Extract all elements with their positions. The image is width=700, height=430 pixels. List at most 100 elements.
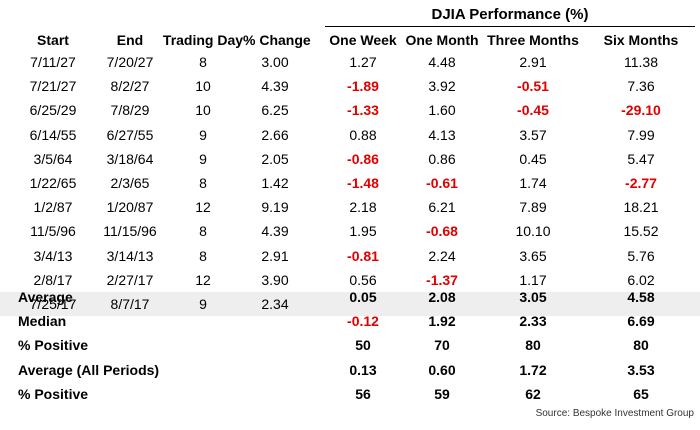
cell-trading-day: 12 [195,271,211,288]
cell-pct-change: 9.19 [261,199,289,216]
cell-six-months: 15.52 [623,223,659,240]
cell-start: 1/22/65 [29,175,77,191]
cell-six-months: 5.76 [627,247,655,264]
col-header-trading-day: Trading Day [162,32,244,48]
cell-end: 3/14/13 [106,247,154,264]
cell-three-months: 3.57 [519,126,547,143]
cell-one-month: 1.60 [428,102,456,119]
summary-three-months: 2.33 [519,313,547,329]
cell-start: 7/21/27 [29,78,77,95]
cell-one-week: -0.86 [347,150,379,167]
cell-end: 2/3/65 [110,175,150,191]
cell-start: 6/14/55 [29,126,77,143]
summary-three-months: 80 [525,337,541,353]
summary-three-months: 62 [525,386,541,402]
cell-one-month: 4.48 [428,54,456,70]
cell-three-months: 7.89 [519,199,547,216]
cell-trading-day: 9 [199,126,207,143]
table-row: 3/4/13 3/14/13 8 2.91 -0.81 2.24 3.65 5.76 [0,244,700,268]
cell-trading-day: 8 [199,247,207,264]
col-header-pct-change: % Change [243,32,311,48]
summary-six-months: 65 [633,386,649,402]
cell-end: 3/18/64 [106,150,154,167]
cell-six-months: 6.02 [627,271,655,288]
cell-one-month: 0.86 [428,150,456,167]
summary-label: Median [18,313,67,329]
cell-one-week: 0.88 [349,126,377,143]
summary-six-months: 3.53 [627,362,655,378]
cell-end: 7/8/29 [110,102,150,119]
cell-one-week: -1.48 [347,175,379,191]
cell-three-months: 0.45 [519,150,547,167]
group-header-underline [325,26,695,27]
summary-six-months: 80 [633,337,649,353]
summary-one-week: 50 [355,337,371,353]
cell-trading-day: 8 [199,175,207,191]
cell-six-months: 7.99 [627,126,655,143]
col-header-three-months: Three Months [487,32,579,48]
table-row: 2/8/17 2/27/17 12 3.90 0.56 -1.37 1.17 6.02 [0,268,700,292]
cell-three-months: 10.10 [515,223,551,240]
col-header-one-month: One Month [405,32,479,48]
cell-one-week: 0.56 [349,271,377,288]
cell-trading-day: 10 [195,102,211,119]
cell-pct-change: 6.25 [261,102,289,119]
cell-start: 2/8/17 [33,271,73,288]
cell-pct-change: 2.34 [261,296,289,312]
summary-row: Average (All Periods) 0.13 0.60 1.72 3.53 [0,358,700,382]
table-row: 6/25/29 7/8/29 10 6.25 -1.33 1.60 -0.45 -29.10 [0,98,700,122]
cell-six-months: 7.36 [627,78,655,95]
cell-trading-day: 10 [195,78,211,95]
cell-one-week: 1.27 [349,54,377,70]
cell-trading-day: 9 [199,150,207,167]
cell-end: 1/20/87 [106,199,154,216]
summary-one-week: 0.13 [349,362,377,378]
summary-row: % Positive 50 70 80 80 [0,333,700,357]
summary-one-month: 70 [434,337,450,353]
cell-three-months: 1.17 [519,271,547,288]
cell-one-month: -0.68 [426,223,458,240]
cell-start: 6/25/29 [29,102,77,119]
cell-pct-change: 1.42 [261,175,289,191]
summary-row: Average 0.05 2.08 3.05 4.58 [0,285,700,309]
summary-one-week: 56 [355,386,371,402]
cell-three-months: 3.65 [519,247,547,264]
cell-end: 8/7/17 [110,296,150,312]
col-header-start: Start [37,32,69,48]
cell-start: 11/5/96 [30,223,76,240]
cell-start: 7/11/27 [30,54,76,70]
cell-six-months: 5.47 [627,150,655,167]
summary-six-months: 4.58 [627,289,655,305]
table-row: 7/21/27 8/2/27 10 4.39 -1.89 3.92 -0.51 7.36 [0,74,700,98]
summary-label: Average (All Periods) [18,362,160,378]
cell-pct-change: 4.39 [261,78,289,95]
summary-six-months: 6.69 [627,313,655,329]
summary-one-week: -0.12 [347,313,379,329]
cell-six-months: 18.21 [623,199,659,216]
summary-three-months: 1.72 [519,362,547,378]
cell-three-months: -0.51 [517,78,549,95]
summary-label: Average [18,289,73,305]
cell-pct-change: 4.39 [261,223,289,240]
cell-one-month: 6.21 [428,199,456,216]
cell-trading-day: 8 [199,54,207,70]
col-header-end: End [116,32,144,48]
table-row: 7/11/27 7/20/27 8 3.00 1.27 4.48 2.91 11.38 [0,50,700,74]
cell-start: 1/2/87 [33,199,73,216]
summary-one-month: 59 [434,386,450,402]
table-row: 11/5/96 11/15/96 8 4.39 1.95 -0.68 10.10 15.52 [0,219,700,243]
cell-one-week: 1.95 [349,223,377,240]
col-header-one-week: One Week [329,32,397,48]
cell-one-week: -1.89 [347,78,379,95]
table-row: 3/5/64 3/18/64 9 2.05 -0.86 0.86 0.45 5.47 [0,147,700,171]
cell-pct-change: 2.05 [261,150,289,167]
cell-one-month: 2.24 [428,247,456,264]
group-header: DJIA Performance (%) [431,6,589,23]
cell-six-months: -29.10 [621,102,661,119]
table-row: 7/25/17 8/7/17 9 2.34 [0,292,700,316]
cell-three-months: 2.91 [519,54,547,70]
cell-six-months: 11.38 [624,54,658,70]
cell-pct-change: 2.91 [261,247,289,264]
summary-one-week: 0.05 [349,289,377,305]
